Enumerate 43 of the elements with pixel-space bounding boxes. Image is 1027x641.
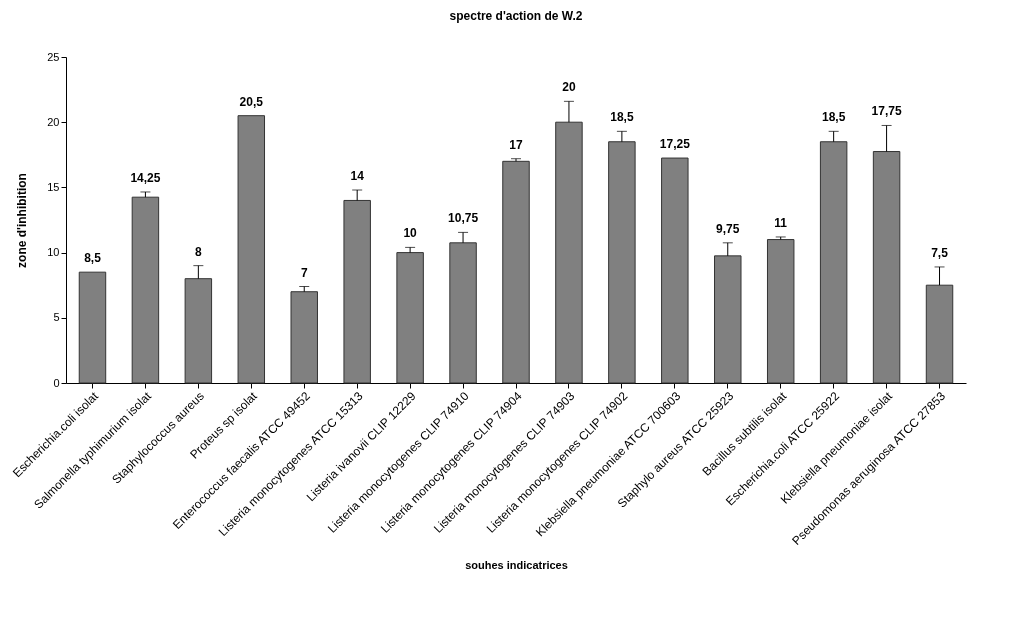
y-tick-label: 25 — [47, 50, 60, 63]
data-label: 9,75 — [716, 221, 740, 236]
bar — [502, 160, 530, 384]
bar — [819, 141, 848, 384]
bar — [131, 196, 160, 384]
data-label: 8,5 — [84, 251, 102, 266]
data-label: 17,75 — [871, 104, 902, 119]
bar — [237, 115, 266, 384]
bar — [608, 141, 636, 384]
bar — [661, 157, 689, 384]
data-label: 20,5 — [239, 94, 264, 109]
y-tick-label: 10 — [47, 246, 60, 259]
bar — [343, 199, 371, 384]
bar — [449, 242, 477, 384]
data-label: 14 — [350, 169, 365, 184]
y-tick-label: 5 — [53, 311, 60, 324]
x-axis-title: souhes indicatrices — [465, 559, 568, 572]
data-label: 17 — [509, 137, 523, 152]
bar — [555, 121, 583, 384]
bar — [925, 284, 954, 384]
y-tick-label: 0 — [53, 376, 60, 389]
data-label: 18,5 — [610, 110, 634, 125]
data-label: 11 — [774, 215, 788, 230]
bar — [184, 278, 213, 384]
chart-title: spectre d'action de W.2 — [449, 9, 583, 23]
bar — [290, 291, 318, 384]
y-axis-title: zone d'inhibition — [15, 173, 30, 268]
data-label: 7 — [300, 265, 308, 280]
data-label: 17,25 — [659, 137, 691, 152]
bar — [78, 271, 107, 384]
bar — [872, 151, 901, 384]
y-tick-label: 20 — [47, 115, 60, 128]
bar — [714, 255, 742, 384]
data-label: 10,75 — [448, 211, 479, 226]
data-label: 8 — [195, 244, 203, 259]
bar — [396, 252, 424, 384]
y-tick-label: 15 — [47, 180, 60, 193]
data-label: 10 — [403, 226, 418, 241]
bar — [766, 239, 795, 384]
data-label: 20 — [562, 80, 576, 95]
data-label: 7,5 — [931, 245, 949, 260]
data-label: 18,5 — [821, 110, 846, 125]
data-label: 14,25 — [130, 170, 161, 185]
